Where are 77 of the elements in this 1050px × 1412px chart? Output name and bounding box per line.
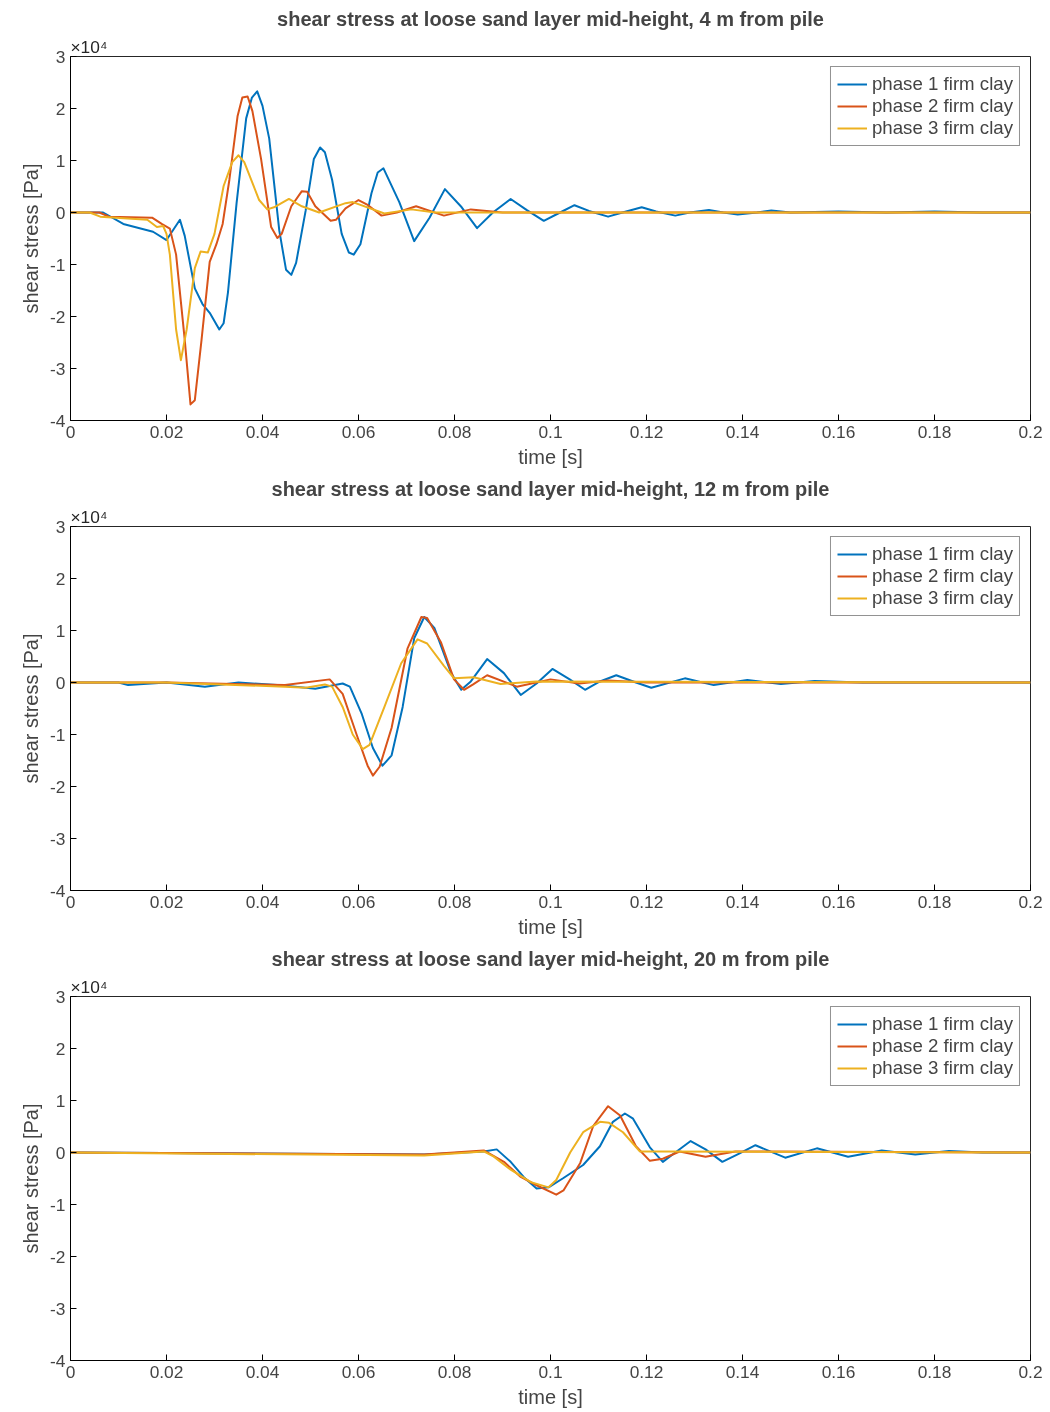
chart-title: shear stress at loose sand layer mid-height, 12 m from pile xyxy=(271,477,830,500)
x-tick-label: 0.14 xyxy=(725,421,760,442)
x-tick-label: 0.04 xyxy=(245,1361,280,1382)
legend-label: phase 3 firm clay xyxy=(871,117,1013,139)
legend-label: phase 2 firm clay xyxy=(871,1035,1013,1057)
y-tick-label: 1 xyxy=(55,1090,66,1111)
x-axis-title: time [s] xyxy=(518,1385,583,1408)
y-axis-title: shear stress [Pa] xyxy=(20,163,43,314)
x-axis-title: time [s] xyxy=(518,445,583,468)
legend-label: phase 1 firm clay xyxy=(871,543,1013,565)
x-tick-label: 0.06 xyxy=(341,891,376,912)
y-tick-label: 2 xyxy=(55,98,66,119)
x-tick-label: 0.2 xyxy=(1018,1361,1043,1382)
y-tick-label: 2 xyxy=(55,1038,66,1059)
y-tick-label: 1 xyxy=(55,620,66,641)
x-tick-label: 0.12 xyxy=(629,421,664,442)
x-axis-title: time [s] xyxy=(518,915,583,938)
y-tick-label: 3 xyxy=(55,516,66,537)
x-tick-label: 0.1 xyxy=(538,891,563,912)
chart-title: shear stress at loose sand layer mid-height, 4 m from pile xyxy=(277,7,824,30)
chart-title: shear stress at loose sand layer mid-height, 20 m from pile xyxy=(271,947,830,970)
x-tick-label: 0.02 xyxy=(149,1361,184,1382)
x-tick-label: 0.18 xyxy=(917,421,952,442)
y-tick-label: -3 xyxy=(50,828,66,849)
y-tick-label: 3 xyxy=(55,46,66,67)
x-tick-label: 0.12 xyxy=(629,891,664,912)
y-tick-label: -2 xyxy=(50,306,66,327)
x-tick-label: 0.16 xyxy=(821,1361,856,1382)
x-tick-label: 0.2 xyxy=(1018,891,1043,912)
x-tick-label: 0.14 xyxy=(725,891,760,912)
y-tick-label: -4 xyxy=(50,880,66,901)
y-tick-label: 0 xyxy=(55,672,66,693)
x-tick-label: 0.18 xyxy=(917,1361,952,1382)
y-axis-title: shear stress [Pa] xyxy=(20,1103,43,1254)
x-tick-label: 0.1 xyxy=(538,421,563,442)
x-tick-label: 0.06 xyxy=(341,421,376,442)
legend-label: phase 3 firm clay xyxy=(871,1057,1013,1079)
y-tick-label: -1 xyxy=(50,724,66,745)
legend-label: phase 2 firm clay xyxy=(871,565,1013,587)
x-tick-label: 0.02 xyxy=(149,891,184,912)
y-tick-label: -4 xyxy=(50,410,66,431)
legend-label: phase 1 firm clay xyxy=(871,1013,1013,1035)
y-tick-label: 0 xyxy=(55,1142,66,1163)
x-tick-label: 0.16 xyxy=(821,421,856,442)
y-tick-label: -2 xyxy=(50,776,66,797)
y-tick-label: 3 xyxy=(55,986,66,1007)
x-tick-label: 0.02 xyxy=(149,421,184,442)
x-tick-label: 0.14 xyxy=(725,1361,760,1382)
annotation: ×10⁴ xyxy=(70,506,108,527)
y-tick-label: 2 xyxy=(55,568,66,589)
y-tick-label: 1 xyxy=(55,150,66,171)
legend-label: phase 2 firm clay xyxy=(871,95,1013,117)
x-tick-label: 0.04 xyxy=(245,891,280,912)
y-tick-label: -3 xyxy=(50,1298,66,1319)
legend-label: phase 1 firm clay xyxy=(871,73,1013,95)
x-tick-label: 0.08 xyxy=(437,891,472,912)
y-tick-label: -2 xyxy=(50,1246,66,1267)
x-tick-label: 0.04 xyxy=(245,421,280,442)
x-tick-label: 0.08 xyxy=(437,421,472,442)
x-tick-label: 0.08 xyxy=(437,1361,472,1382)
y-tick-label: -1 xyxy=(50,1194,66,1215)
x-tick-label: 0.18 xyxy=(917,891,952,912)
y-tick-label: -4 xyxy=(50,1350,66,1371)
y-axis-title: shear stress [Pa] xyxy=(20,633,43,784)
x-tick-label: 0.16 xyxy=(821,891,856,912)
y-tick-label: -3 xyxy=(50,358,66,379)
line-series xyxy=(70,638,1031,751)
y-tick-label: 0 xyxy=(55,202,66,223)
annotation: ×10⁴ xyxy=(70,36,108,57)
x-tick-label: 0.1 xyxy=(538,1361,563,1382)
x-tick-label: 0.06 xyxy=(341,1361,376,1382)
line-series xyxy=(70,154,1031,362)
legend-label: phase 3 firm clay xyxy=(871,587,1013,609)
y-tick-label: -1 xyxy=(50,254,66,275)
annotation: ×10⁴ xyxy=(70,976,108,997)
x-tick-label: 0.12 xyxy=(629,1361,664,1382)
x-tick-label: 0.2 xyxy=(1018,421,1043,442)
